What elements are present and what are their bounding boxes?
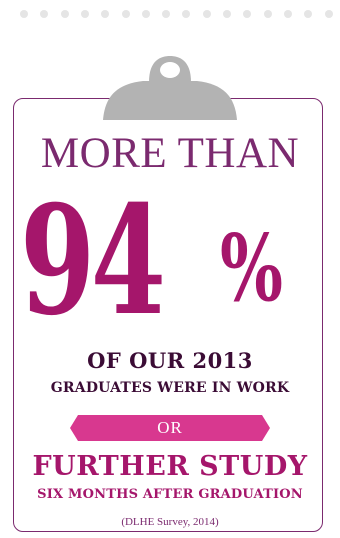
source-citation: (DLHE Survey, 2014) [121, 516, 219, 528]
divider-dot [101, 10, 110, 18]
or-label: OR [157, 418, 183, 437]
divider-dot [80, 10, 89, 18]
divider-dot [304, 10, 313, 18]
divider-dot [324, 10, 333, 18]
divider-dot [202, 10, 211, 18]
intro-heading: MORE THAN [40, 130, 300, 177]
divider-dot [223, 10, 231, 18]
headline-statistic: 94 % [0, 186, 340, 336]
clipboard-clip-icon [103, 56, 237, 120]
divider-dot [162, 10, 171, 18]
divider-dot [263, 10, 272, 18]
or-banner [70, 415, 270, 441]
alternative-heading: FURTHER STUDY [32, 451, 308, 482]
dotted-divider [0, 10, 340, 18]
divider-dot [182, 10, 191, 18]
divider-dot [283, 10, 292, 18]
alternative-subheading: SIX MONTHS AFTER GRADUATION [37, 487, 303, 502]
divider-dot [60, 10, 69, 18]
divider-dot [243, 10, 252, 18]
subtitle-line-1: OF OUR 2013 [87, 348, 253, 373]
divider-dot [20, 10, 28, 18]
statistic-number: 94 [20, 173, 166, 349]
divider-dot [141, 10, 150, 18]
subtitle-line-2: GRADUATES WERE IN WORK [50, 380, 290, 396]
percent-sign: % [220, 214, 283, 322]
divider-dot [121, 10, 130, 18]
clipboard-board [13, 98, 323, 532]
divider-dot [40, 10, 49, 18]
